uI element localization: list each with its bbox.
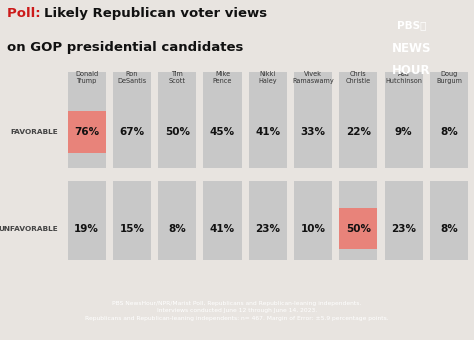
Bar: [158, 72, 196, 260]
Text: 41%: 41%: [210, 223, 235, 234]
Text: 10%: 10%: [301, 223, 326, 234]
Text: Ron
DeSantis: Ron DeSantis: [118, 71, 146, 84]
Text: Asa
Hutchinson: Asa Hutchinson: [385, 71, 422, 84]
Text: FAVORABLE: FAVORABLE: [10, 129, 58, 135]
Text: 67%: 67%: [119, 127, 145, 137]
Text: 23%: 23%: [255, 223, 280, 234]
Text: Chris
Christie: Chris Christie: [346, 71, 371, 84]
Text: on GOP presidential candidates: on GOP presidential candidates: [7, 41, 244, 54]
Text: Donald
Trump: Donald Trump: [75, 71, 98, 84]
Text: Doug
Burgum: Doug Burgum: [436, 71, 462, 84]
Text: 41%: 41%: [255, 127, 281, 137]
Text: 76%: 76%: [74, 127, 99, 137]
Bar: [64, 168, 472, 181]
Bar: [294, 72, 332, 260]
Text: NEWS: NEWS: [392, 42, 431, 55]
Text: Tim
Scott: Tim Scott: [169, 71, 186, 84]
Text: Vivek
Ramaswamy: Vivek Ramaswamy: [292, 71, 334, 84]
Bar: [203, 72, 242, 260]
Text: Poll:: Poll:: [7, 7, 46, 20]
Text: UNFAVORABLE: UNFAVORABLE: [0, 225, 58, 232]
Text: 50%: 50%: [346, 223, 371, 234]
Text: 9%: 9%: [395, 127, 412, 137]
Text: 50%: 50%: [165, 127, 190, 137]
Bar: [68, 112, 106, 153]
Text: 33%: 33%: [301, 127, 326, 137]
Text: 23%: 23%: [391, 223, 416, 234]
Text: Nikki
Haley: Nikki Haley: [258, 71, 277, 84]
Bar: [113, 72, 151, 260]
Text: PBSⓉ: PBSⓉ: [397, 20, 426, 30]
Bar: [339, 72, 377, 260]
Text: 45%: 45%: [210, 127, 235, 137]
Text: HOUR: HOUR: [392, 64, 430, 77]
Bar: [249, 72, 287, 260]
Text: 8%: 8%: [168, 223, 186, 234]
Text: 8%: 8%: [440, 127, 458, 137]
Text: PBS NewsHour/NPR/Marist Poll, Republicans and Republican-leaning independents.
I: PBS NewsHour/NPR/Marist Poll, Republican…: [85, 301, 389, 321]
Bar: [385, 72, 423, 260]
Text: Likely Republican voter views: Likely Republican voter views: [44, 7, 267, 20]
Bar: [339, 208, 377, 249]
Bar: [68, 72, 106, 260]
Text: 8%: 8%: [440, 223, 458, 234]
Text: 22%: 22%: [346, 127, 371, 137]
Text: Mike
Pence: Mike Pence: [213, 71, 232, 84]
Text: 19%: 19%: [74, 223, 99, 234]
Bar: [430, 72, 468, 260]
Text: 15%: 15%: [119, 223, 145, 234]
